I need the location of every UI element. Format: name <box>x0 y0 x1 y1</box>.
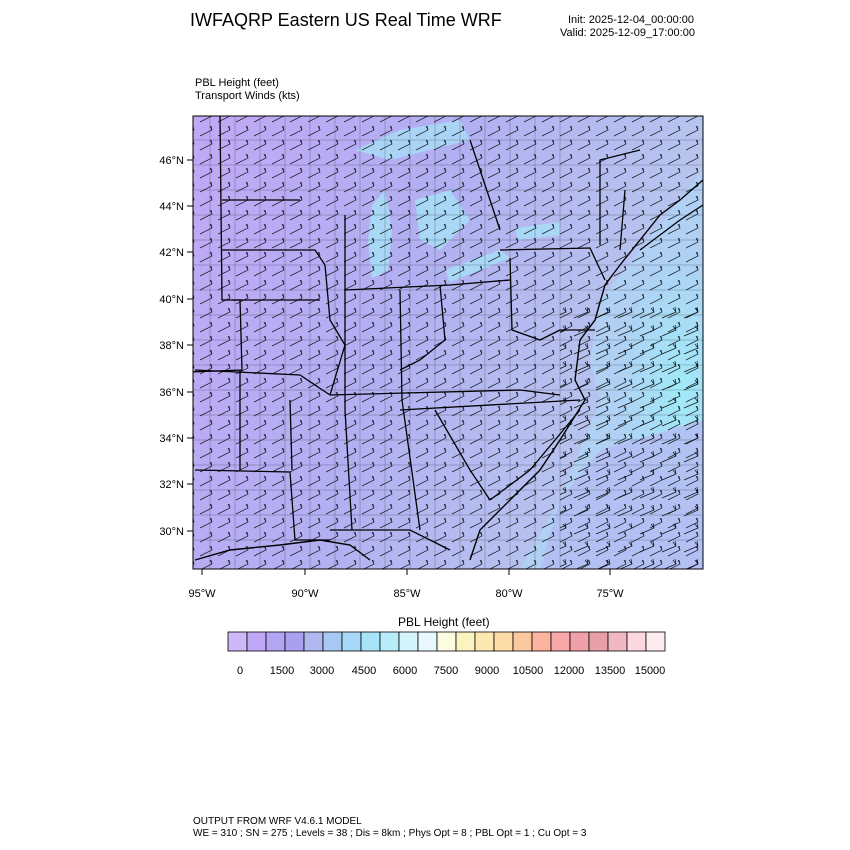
plot-title: IWFAQRP Eastern US Real Time WRF <box>190 10 502 30</box>
lon-label: 80°W <box>495 588 523 600</box>
colorbar-label: 6000 <box>393 665 417 677</box>
colorbar-label: 12000 <box>554 665 585 677</box>
colorbar-swatch <box>360 631 381 652</box>
lat-label: 30°N <box>159 526 184 538</box>
colorbar-label: 3000 <box>310 665 334 677</box>
lon-label: 90°W <box>291 588 319 600</box>
colorbar-swatch <box>379 631 400 652</box>
colorbar-swatch <box>569 631 590 652</box>
colorbar-swatch <box>588 631 609 652</box>
footer-model: OUTPUT FROM WRF V4.6.1 MODEL <box>193 816 362 827</box>
colorbar-swatch <box>436 631 457 652</box>
init-time: Init: 2025-12-04_00:00:00 <box>568 14 694 26</box>
lat-label: 40°N <box>159 294 184 306</box>
colorbar-label: 7500 <box>434 665 458 677</box>
lat-label: 32°N <box>159 479 184 491</box>
colorbar-swatch <box>645 631 666 652</box>
colorbar-swatch <box>626 631 647 652</box>
lat-label: 46°N <box>159 155 184 167</box>
lon-label: 75°W <box>596 588 624 600</box>
colorbar-swatch <box>398 631 419 652</box>
field-label-pbl: PBL Height (feet) <box>195 77 279 89</box>
colorbar-swatch <box>284 631 305 652</box>
lat-label: 36°N <box>159 387 184 399</box>
colorbar-swatch <box>474 631 495 652</box>
colorbar-swatch <box>512 631 533 652</box>
lon-label: 85°W <box>393 588 421 600</box>
map-frame <box>192 115 704 570</box>
colorbar-swatch <box>246 631 267 652</box>
colorbar-label: 0 <box>237 665 243 677</box>
field-label-winds: Transport Winds (kts) <box>195 90 300 102</box>
lon-label: 95°W <box>188 588 216 600</box>
colorbar-swatch <box>550 631 571 652</box>
colorbar-swatch <box>455 631 476 652</box>
colorbar <box>227 631 666 652</box>
colorbar-label: 10500 <box>513 665 544 677</box>
map-area <box>193 116 703 569</box>
lat-label: 44°N <box>159 201 184 213</box>
colorbar-labels: 0 1500 3000 4500 6000 7500 9000 10500 12… <box>237 665 665 677</box>
colorbar-swatch <box>227 631 248 652</box>
colorbar-label: 4500 <box>352 665 376 677</box>
lat-label: 38°N <box>159 340 184 352</box>
colorbar-swatch <box>341 631 362 652</box>
colorbar-swatch <box>322 631 343 652</box>
valid-time: Valid: 2025-12-09_17:00:00 <box>560 27 695 39</box>
colorbar-swatch <box>265 631 286 652</box>
lat-label: 34°N <box>159 433 184 445</box>
colorbar-swatch <box>417 631 438 652</box>
colorbar-label: 9000 <box>475 665 499 677</box>
colorbar-swatch <box>607 631 628 652</box>
footer-config: WE = 310 ; SN = 275 ; Levels = 38 ; Dis … <box>193 828 587 839</box>
lat-label: 42°N <box>159 247 184 259</box>
colorbar-swatch <box>531 631 552 652</box>
colorbar-label: 13500 <box>595 665 626 677</box>
colorbar-swatch <box>303 631 324 652</box>
colorbar-swatch <box>493 631 514 652</box>
colorbar-label: 1500 <box>270 665 294 677</box>
colorbar-title: PBL Height (feet) <box>398 615 490 629</box>
colorbar-label: 15000 <box>635 665 666 677</box>
